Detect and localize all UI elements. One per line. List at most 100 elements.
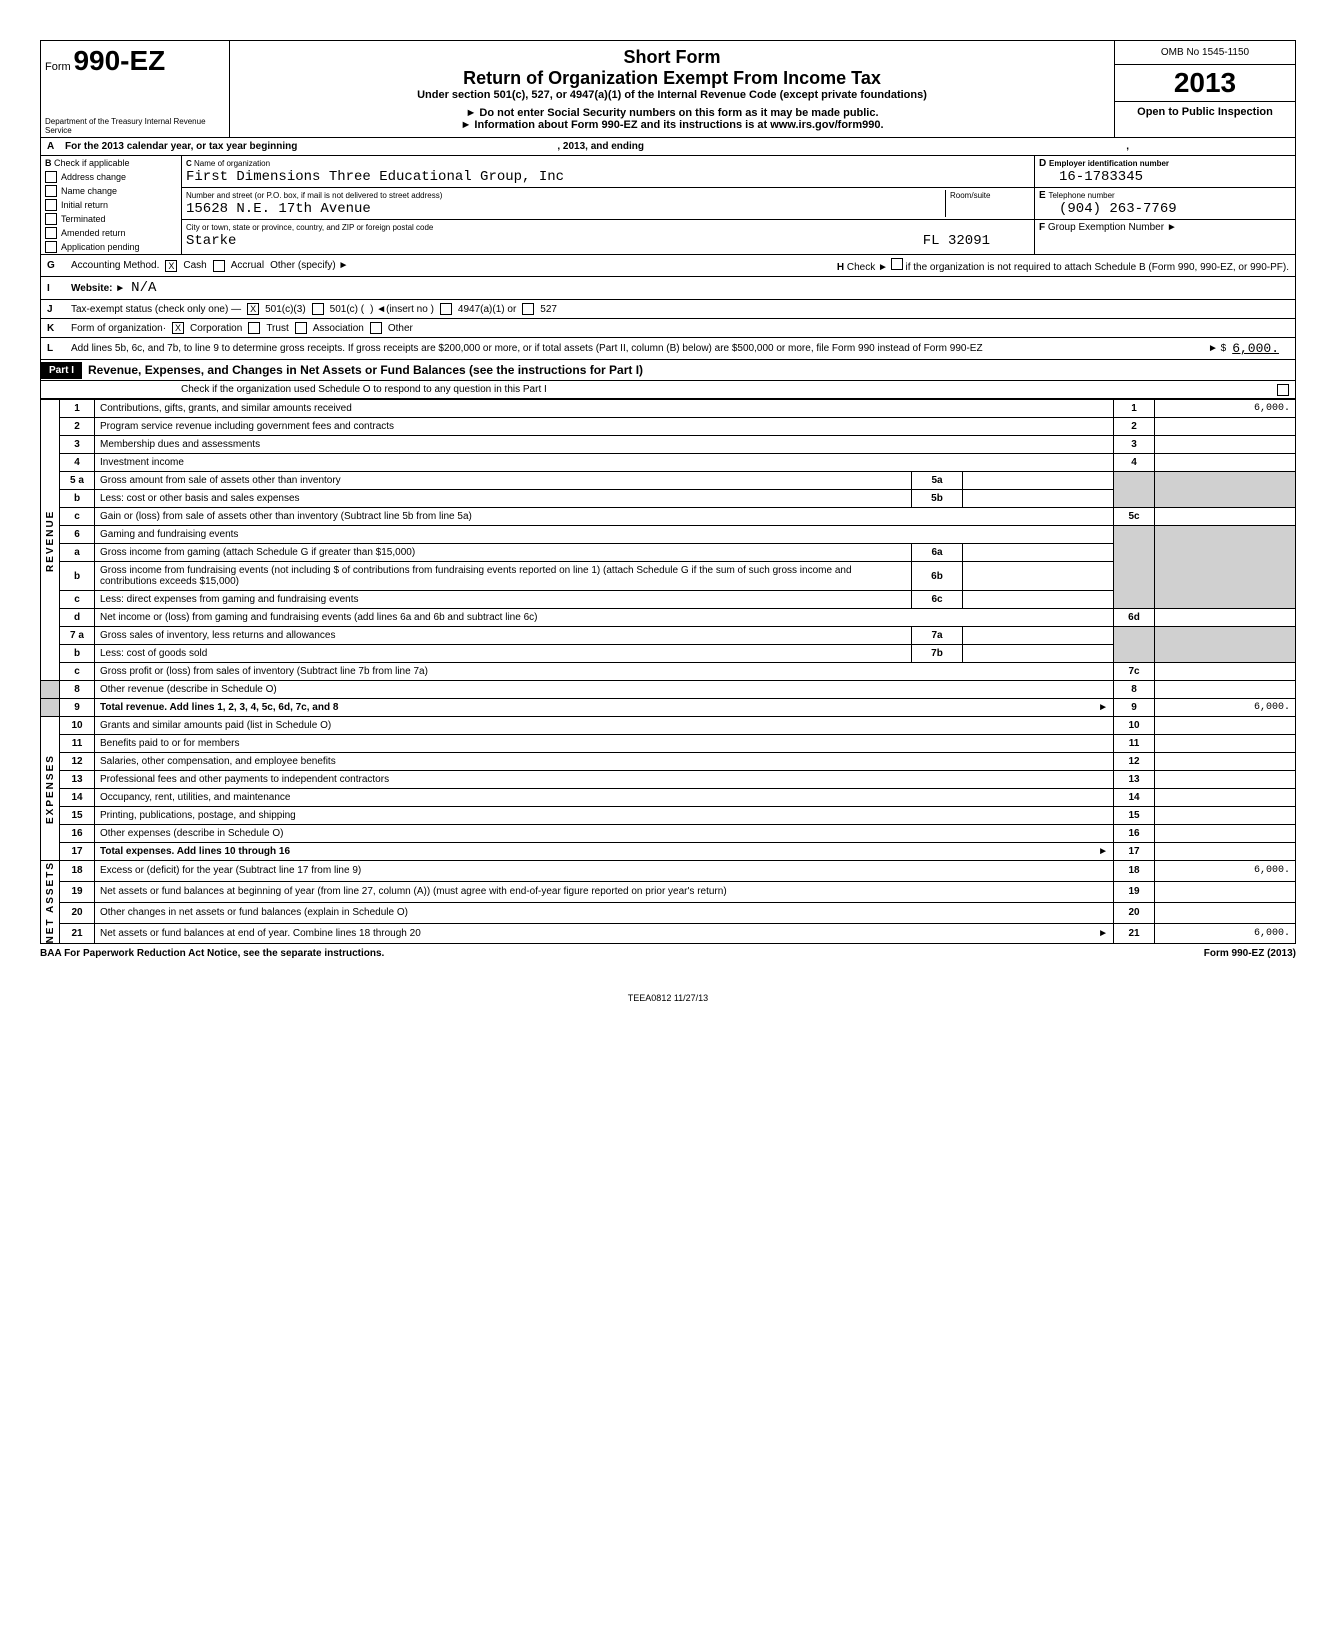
website-value: N/A (131, 280, 156, 296)
col-def: D Employer identification number 16-1783… (1035, 156, 1295, 254)
line-5c: cGain or (loss) from sale of assets othe… (41, 508, 1296, 526)
label-g: G (47, 260, 65, 271)
footer-code: TEEA0812 11/27/13 (40, 993, 1296, 1003)
header: Form 990-EZ Department of the Treasury I… (40, 40, 1296, 138)
tel-label: Telephone number (1048, 191, 1114, 200)
section-bcdef: B Check if applicable Address change Nam… (40, 156, 1296, 255)
cb-assoc[interactable] (295, 322, 307, 334)
under-section: Under section 501(c), 527, or 4947(a)(1)… (236, 89, 1108, 101)
line-4: 4Investment income4 (41, 454, 1296, 472)
tax-exempt-text: Tax-exempt status (check only one) — (71, 304, 241, 315)
line-6a: aGross income from gaming (attach Schedu… (41, 544, 1296, 562)
line-1-value: 6,000. (1155, 400, 1296, 418)
line-12: 12Salaries, other compensation, and empl… (41, 753, 1296, 771)
line-6b: bGross income from fundraising events (n… (41, 562, 1296, 591)
dept-treasury: Department of the Treasury Internal Reve… (45, 117, 229, 135)
cb-trust[interactable] (248, 322, 260, 334)
cb-other-org[interactable] (370, 322, 382, 334)
cb-501c[interactable] (312, 303, 324, 315)
label-l: L (47, 343, 65, 354)
telephone: (904) 263-7769 (1059, 201, 1177, 217)
website-label: Website: ► (71, 283, 125, 294)
line-18-value: 6,000. (1155, 861, 1296, 882)
line-11: 11Benefits paid to or for members11 (41, 735, 1296, 753)
form-prefix: Form (45, 61, 71, 73)
expenses-label: EXPENSES (41, 717, 60, 861)
line-6c: cLess: direct expenses from gaming and f… (41, 591, 1296, 609)
line-7a: 7 aGross sales of inventory, less return… (41, 627, 1296, 645)
line-16: 16Other expenses (describe in Schedule O… (41, 825, 1296, 843)
line-14: 14Occupancy, rent, utilities, and mainte… (41, 789, 1296, 807)
part1-header-row: Part I Revenue, Expenses, and Changes in… (40, 360, 1296, 381)
org-street: 15628 N.E. 17th Avenue (186, 201, 371, 217)
line-20: 20Other changes in net assets or fund ba… (41, 902, 1296, 923)
check-schedule-o: Check if the organization used Schedule … (40, 381, 1296, 399)
row-a-text: For the 2013 calendar year, or tax year … (65, 141, 297, 152)
line-9-value: 6,000. (1155, 699, 1296, 717)
open-to-public: Open to Public Inspection (1115, 102, 1295, 122)
label-f: F (1039, 222, 1045, 233)
lines-table: REVENUE 1 Contributions, gifts, grants, … (40, 399, 1296, 944)
cb-name-change[interactable]: Name change (41, 184, 181, 198)
header-right: OMB No 1545-1150 2013 Open to Public Ins… (1115, 41, 1295, 137)
cb-cash[interactable] (165, 260, 177, 272)
cb-accrual[interactable] (213, 260, 225, 272)
line-9: 9Total revenue. Add lines 1, 2, 3, 4, 5c… (41, 699, 1296, 717)
row-l-text: Add lines 5b, 6c, and 7b, to line 9 to d… (71, 343, 1202, 354)
cb-terminated[interactable]: Terminated (41, 212, 181, 226)
row-a: A For the 2013 calendar year, or tax yea… (40, 138, 1296, 156)
name-of-org-label: Name of organization (194, 159, 270, 168)
cb-address-change[interactable]: Address change (41, 170, 181, 184)
row-g-h: G Accounting Method. Cash Accrual Other … (40, 255, 1296, 277)
label-c: C (186, 159, 192, 168)
cb-pending[interactable]: Application pending (41, 240, 181, 254)
col-b: B Check if applicable Address change Nam… (41, 156, 182, 254)
row-a-mid: , 2013, and ending (557, 141, 644, 152)
line-21-value: 6,000. (1155, 923, 1296, 944)
header-left: Form 990-EZ Department of the Treasury I… (41, 41, 230, 137)
org-name: First Dimensions Three Educational Group… (186, 169, 564, 185)
cb-4947[interactable] (440, 303, 452, 315)
check-if-applicable: Check if applicable (54, 158, 130, 168)
net-assets-label: NET ASSETS (41, 861, 60, 944)
label-a: A (47, 141, 65, 152)
line-13: 13Professional fees and other payments t… (41, 771, 1296, 789)
footer-baa: BAA For Paperwork Reduction Act Notice, … (40, 948, 384, 959)
cb-schedule-b[interactable] (891, 258, 903, 270)
part1-title: Revenue, Expenses, and Changes in Net As… (82, 360, 649, 380)
cb-amended[interactable]: Amended return (41, 226, 181, 240)
line-1: REVENUE 1 Contributions, gifts, grants, … (41, 400, 1296, 418)
cb-527[interactable] (522, 303, 534, 315)
tax-year: 2013 (1115, 65, 1295, 102)
arrow-icon: ► (1167, 222, 1177, 233)
line-7c: cGross profit or (loss) from sales of in… (41, 663, 1296, 681)
label-b: B (45, 158, 52, 168)
label-j: J (47, 304, 65, 315)
line-5b: bLess: cost or other basis and sales exp… (41, 490, 1296, 508)
line-17: 17Total expenses. Add lines 10 through 1… (41, 843, 1296, 861)
cb-initial-return[interactable]: Initial return (41, 198, 181, 212)
form-number: 990-EZ (73, 45, 165, 76)
row-a-end: , (1126, 141, 1129, 152)
col-c: C Name of organization First Dimensions … (182, 156, 1035, 254)
line-18: NET ASSETS18Excess or (deficit) for the … (41, 861, 1296, 882)
footer-form: Form 990-EZ (2013) (1204, 948, 1296, 959)
cb-schedule-o[interactable] (1277, 384, 1289, 396)
label-e: E (1039, 190, 1046, 201)
room-label: Room/suite (950, 191, 990, 200)
row-l: L Add lines 5b, 6c, and 7b, to line 9 to… (40, 338, 1296, 360)
street-label: Number and street (or P.O. box, if mail … (186, 191, 442, 200)
revenue-label: REVENUE (41, 400, 60, 681)
cb-corp[interactable] (172, 322, 184, 334)
ein-label: Employer identification number (1049, 159, 1169, 168)
label-k: K (47, 323, 65, 334)
row-k: K Form of organization· Corporation Trus… (40, 319, 1296, 338)
line-8: 8Other revenue (describe in Schedule O)8 (41, 681, 1296, 699)
row-j: J Tax-exempt status (check only one) — 5… (40, 300, 1296, 319)
cb-501c3[interactable] (247, 303, 259, 315)
line-5a: 5 aGross amount from sale of assets othe… (41, 472, 1296, 490)
city-label: City or town, state or province, country… (186, 223, 433, 232)
form-of-org: Form of organization· (71, 323, 166, 334)
line-10: EXPENSES10Grants and similar amounts pai… (41, 717, 1296, 735)
other-specify: Other (specify) ► (270, 260, 348, 271)
